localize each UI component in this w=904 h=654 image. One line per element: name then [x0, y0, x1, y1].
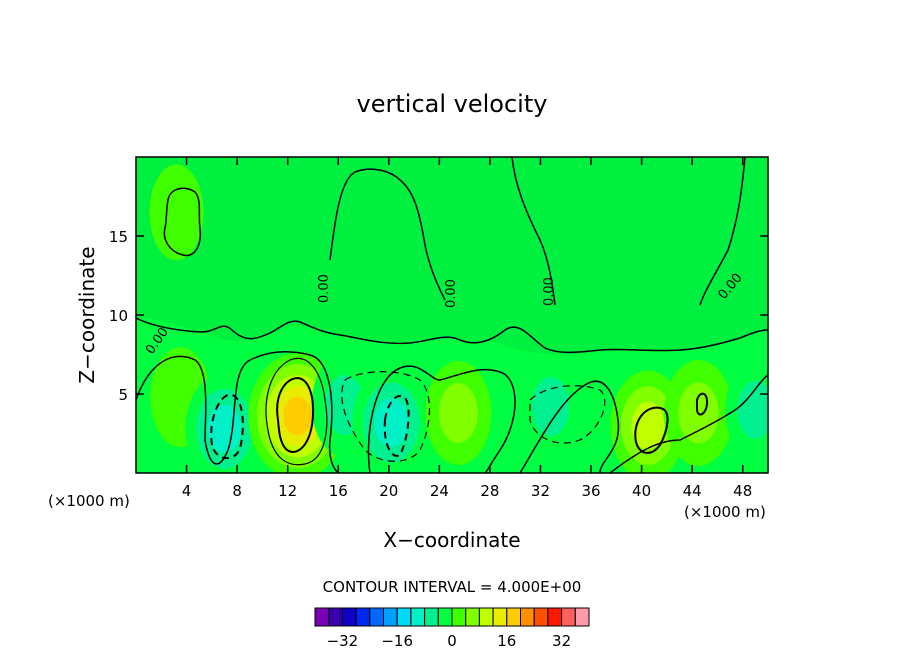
contour-label: 0.00 — [542, 277, 557, 306]
colorbar-swatch — [533, 607, 549, 627]
colorbar-swatch — [410, 607, 426, 627]
x-tick-label: 32 — [531, 482, 550, 500]
colorbar-tick-label: 16 — [497, 632, 516, 650]
colorbar-swatch — [506, 607, 521, 627]
contour-field: 0.00 0.00 0.00 0.00 0.00 — [136, 157, 768, 473]
contour-lines — [136, 157, 768, 473]
colorbar-tick-label: 0 — [447, 632, 457, 650]
colorbar-swatch — [492, 607, 508, 627]
x-tick-label: 24 — [430, 482, 449, 500]
colorbar-swatch — [341, 607, 357, 627]
isoline-pos-3 — [634, 406, 669, 454]
zero-isoline-upper — [136, 317, 768, 354]
anomaly-cell — [631, 401, 665, 450]
y-tick-label: 5 — [118, 386, 128, 404]
colorbar — [314, 607, 590, 627]
colorbar-swatch — [465, 607, 480, 627]
x-tick-label: 28 — [480, 482, 499, 500]
x-tick-label: 44 — [683, 482, 702, 500]
isoline-neg-2 — [383, 395, 410, 457]
colorbar-swatch — [520, 607, 535, 627]
contour-label: 0.00 — [444, 279, 459, 308]
zero-isoline-edge — [699, 157, 746, 306]
y-tick-label: 15 — [109, 228, 128, 246]
chart-title: vertical velocity — [357, 90, 548, 118]
x-axis-ticks: 4 8 12 16 20 24 28 32 36 40 44 48 — [182, 157, 752, 500]
colorbar-swatch — [314, 607, 330, 627]
zero-isoline-plume — [329, 168, 446, 301]
x-axis-label: X−coordinate — [383, 528, 520, 552]
colorbar-swatch — [383, 607, 398, 627]
anomaly-cell — [283, 397, 313, 436]
isoline-pos-1 — [265, 357, 328, 466]
colorbar-swatch — [369, 607, 384, 627]
isoline-pos-2 — [276, 376, 315, 453]
y-axis-ticks: 5 10 15 — [109, 228, 768, 404]
y-tick-label: 10 — [109, 307, 128, 325]
isoline-neg-4 — [529, 385, 606, 444]
colorbar-swatch — [478, 607, 494, 627]
anomaly-cell — [374, 398, 409, 447]
anomaly-cell — [207, 404, 242, 453]
x-tick-label: 36 — [581, 482, 600, 500]
isoline-neg-1 — [210, 393, 244, 460]
anomaly-cell — [149, 164, 204, 261]
anomaly-cell — [737, 380, 768, 439]
x-tick-label: 48 — [733, 482, 752, 500]
colorbar-swatch — [561, 607, 576, 627]
x-tick-label: 12 — [278, 482, 297, 500]
colorbar-swatch — [424, 607, 439, 627]
colorbar-swatch — [328, 607, 343, 627]
contour-label: 0.00 — [317, 274, 332, 303]
colorbar-swatch — [574, 607, 590, 627]
isoline-neg-3 — [341, 371, 431, 462]
x-unit-right: (×1000 m) — [684, 503, 766, 521]
zero-isoline-island — [163, 187, 202, 257]
contour-interval-text: CONTOUR INTERVAL = 4.000E+00 — [323, 578, 582, 596]
zero-isoline-lower — [136, 350, 768, 473]
y-axis-label: Z−coordinate — [75, 246, 99, 383]
x-unit-left: (×1000 m) — [48, 492, 130, 510]
colorbar-tick-label: −16 — [381, 632, 413, 650]
zero-isoline-right — [511, 157, 556, 306]
colorbar-swatch — [355, 607, 371, 627]
anomaly-cell — [438, 382, 478, 443]
x-tick-label: 8 — [232, 482, 242, 500]
colorbar-swatch — [547, 607, 563, 627]
x-tick-label: 4 — [182, 482, 192, 500]
isoline-pos-4 — [696, 392, 709, 416]
colorbar-swatch — [451, 607, 467, 627]
colorbar-tick-label: 32 — [552, 632, 571, 650]
upper-region-fill — [136, 157, 768, 355]
x-tick-label: 40 — [632, 482, 651, 500]
colorbar-swatch — [396, 607, 412, 627]
colorbar-swatch — [437, 607, 453, 627]
x-tick-label: 20 — [379, 482, 398, 500]
x-tick-label: 16 — [329, 482, 348, 500]
anomaly-blobs — [149, 164, 768, 473]
colorbar-tick-label: −32 — [327, 632, 359, 650]
colorbar-tick-labels: −32 −16 0 16 32 — [327, 632, 572, 650]
